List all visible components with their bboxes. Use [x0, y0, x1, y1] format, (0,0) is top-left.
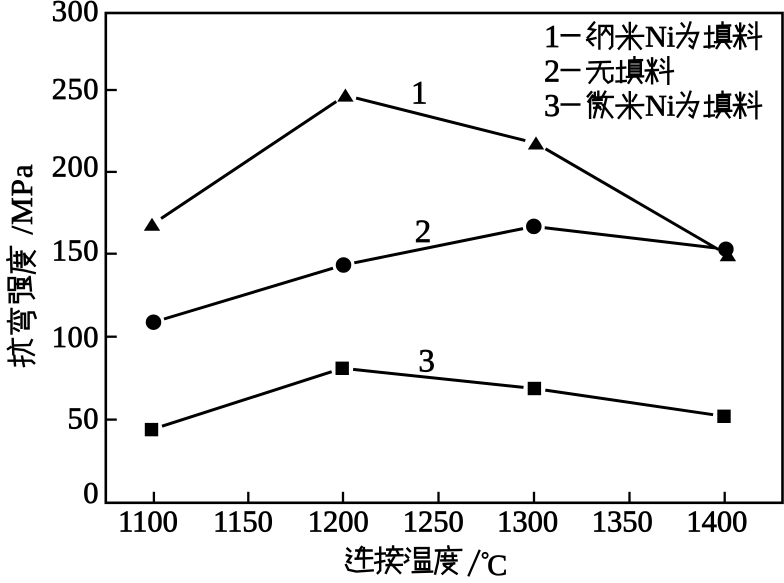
svg-text:1250: 1250	[403, 505, 464, 539]
svg-text:1300: 1300	[497, 505, 558, 539]
svg-text:200: 200	[52, 149, 99, 183]
svg-text:3: 3	[544, 87, 560, 123]
svg-text:1350: 1350	[592, 505, 653, 539]
svg-text:3: 3	[418, 344, 435, 380]
svg-text:150: 150	[52, 233, 99, 267]
svg-text:50: 50	[68, 402, 100, 436]
svg-text:1200: 1200	[308, 505, 369, 539]
svg-text:1150: 1150	[213, 505, 273, 539]
svg-text:100: 100	[52, 320, 99, 354]
svg-text:Ni: Ni	[645, 20, 675, 53]
svg-text:1400: 1400	[686, 505, 747, 539]
svg-text:/MPa: /MPa	[4, 163, 39, 234]
svg-text:1: 1	[411, 76, 428, 112]
svg-text:1100: 1100	[118, 505, 178, 539]
svg-text:Ni: Ni	[645, 90, 675, 123]
svg-text:250: 250	[52, 72, 99, 106]
svg-text:0: 0	[83, 476, 99, 510]
svg-text:C: C	[487, 549, 507, 578]
svg-text:300: 300	[52, 0, 99, 28]
svg-text:1: 1	[544, 18, 560, 54]
svg-text:2: 2	[544, 53, 560, 89]
svg-text:2: 2	[415, 214, 432, 250]
